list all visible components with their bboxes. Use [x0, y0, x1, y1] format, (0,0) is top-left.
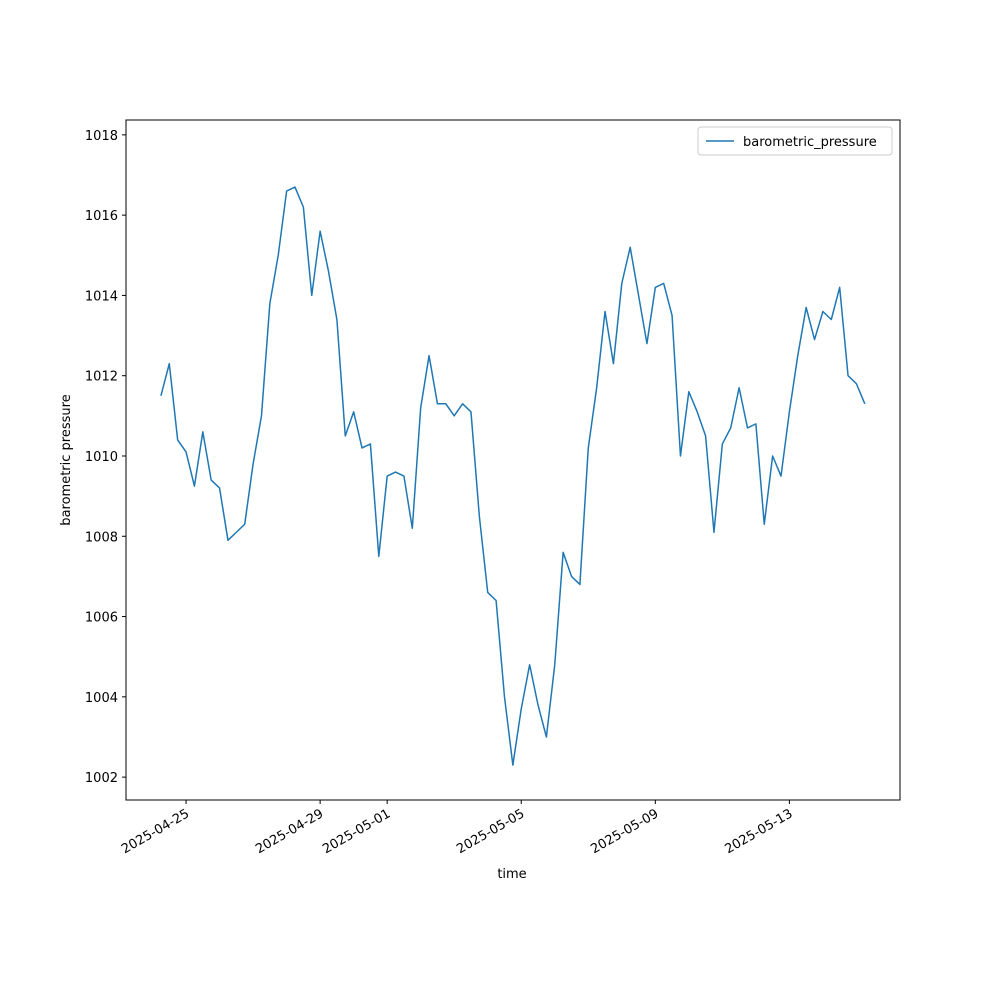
- y-tick-label: 1014: [85, 289, 118, 304]
- y-tick-label: 1006: [85, 611, 118, 626]
- legend-box: [697, 126, 893, 156]
- y-tick-label: 1004: [85, 691, 118, 706]
- x-tick-label: 2025-04-25: [119, 806, 192, 857]
- y-tick-label: 1016: [85, 209, 118, 224]
- y-tick-label: 1008: [85, 530, 118, 545]
- x-tick-label: 2025-05-13: [722, 806, 795, 857]
- x-tick-label: 2025-05-05: [454, 806, 527, 857]
- x-axis-label: time: [497, 867, 526, 882]
- x-tick-label: 2025-04-29: [253, 806, 326, 857]
- y-tick-label: 1018: [85, 129, 118, 144]
- x-tick-label: 2025-05-09: [588, 806, 661, 857]
- line: [160, 186, 866, 766]
- x-tick-label: 2025-05-01: [320, 806, 393, 857]
- y-tick-label: 1012: [85, 370, 118, 385]
- y-tick-label: 1002: [85, 771, 118, 786]
- legend: barometric_pressure: [697, 126, 893, 156]
- plot-frame: [125, 119, 901, 801]
- legend-label: barometric_pressure: [743, 135, 877, 150]
- y-tick-label: 1010: [85, 450, 118, 465]
- y-axis-label: barometric pressure: [59, 394, 74, 525]
